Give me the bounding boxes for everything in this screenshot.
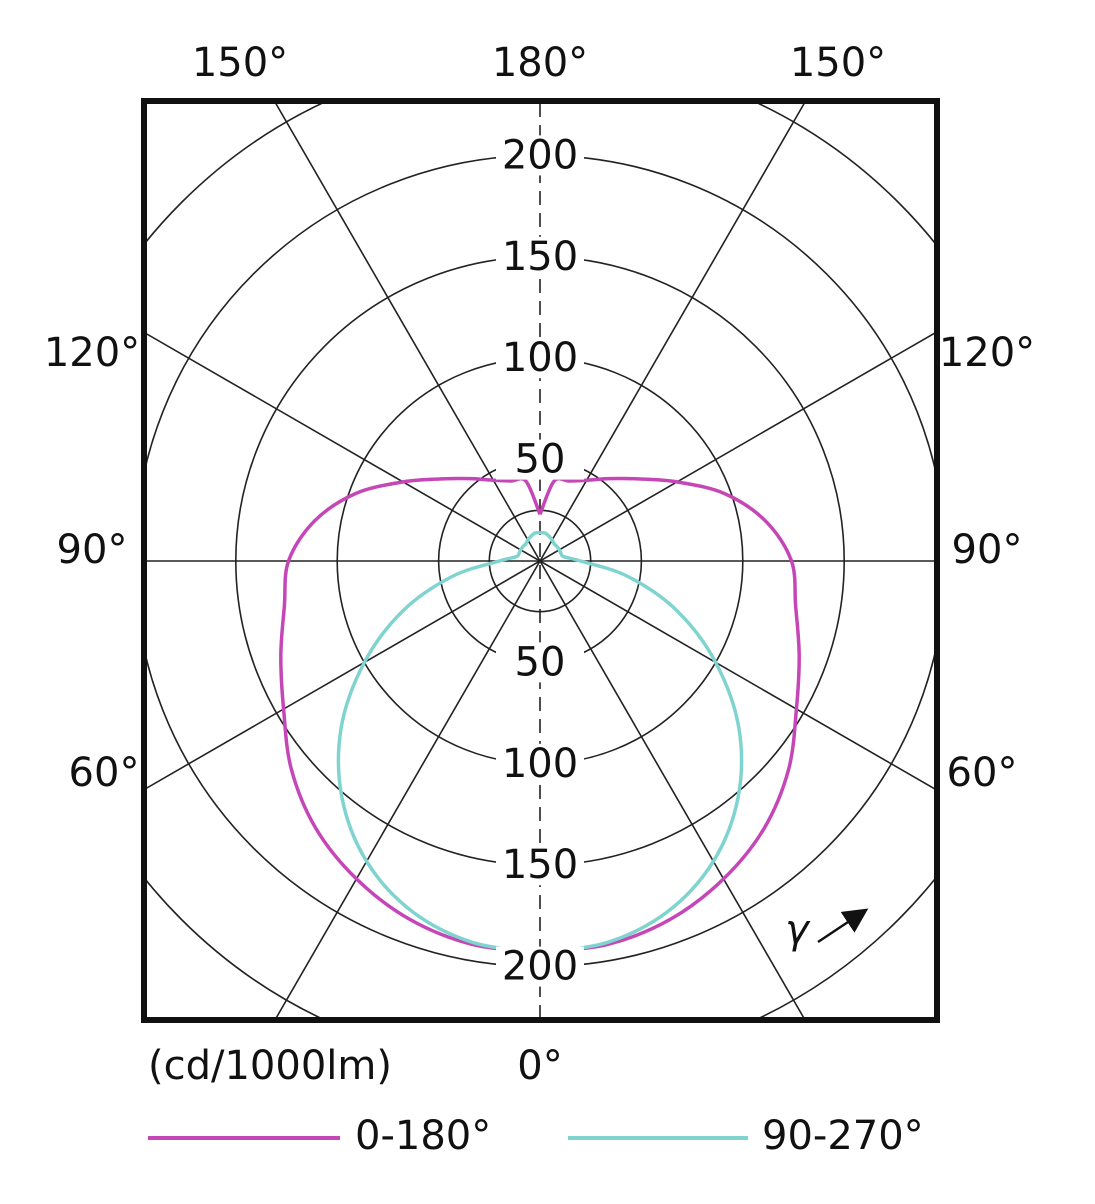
series-line xyxy=(539,530,744,955)
angle-tick-label: 120° xyxy=(939,330,1035,376)
angle-tick-label: 180° xyxy=(492,40,588,86)
r-tick-label: 50 xyxy=(515,639,566,685)
unit-label: (cd/1000lm) xyxy=(148,1043,392,1089)
angle-tick-label: 60° xyxy=(947,750,1018,796)
angle-tick-label: 90° xyxy=(952,527,1023,573)
frame xyxy=(141,98,940,1023)
angle-tick-label: 150° xyxy=(790,40,886,86)
ring-label-bg xyxy=(496,338,584,379)
angle-tick-label: 0° xyxy=(517,1043,562,1089)
r-tick-label: 150 xyxy=(502,234,578,280)
ring-label-bg xyxy=(496,439,584,480)
series-line xyxy=(538,476,801,955)
series-line xyxy=(336,530,541,955)
ring-label-bg xyxy=(496,946,584,987)
legend-label: 0-180° xyxy=(355,1113,491,1159)
r-tick-label: 100 xyxy=(502,741,578,787)
r-tick-label: 50 xyxy=(515,437,566,483)
grid-spoke xyxy=(274,101,807,1020)
angle-tick-label: 120° xyxy=(44,330,140,376)
curves xyxy=(279,476,801,955)
angle-tick-label: 90° xyxy=(57,527,128,573)
ring-label-bg xyxy=(496,236,584,277)
ring-label-bg xyxy=(496,845,584,886)
r-tick-label: 200 xyxy=(502,944,578,990)
ring-label-bg xyxy=(496,642,584,683)
annotation-arrow xyxy=(817,908,869,944)
r-tick-label: 150 xyxy=(502,842,578,888)
ring-label-bg xyxy=(496,743,584,784)
annotation: γ xyxy=(785,907,811,953)
ring-label-bg xyxy=(496,135,584,176)
r-tick-label: 200 xyxy=(502,132,578,178)
ring-labels: 50 50 100 100 150 150 200 200 xyxy=(496,132,584,990)
angle-tick-label: 60° xyxy=(69,750,140,796)
angle-tick-label: 150° xyxy=(192,40,288,86)
r-tick-label: 100 xyxy=(502,335,578,381)
legend-label: 90-270° xyxy=(762,1113,924,1159)
series-line xyxy=(279,476,542,955)
